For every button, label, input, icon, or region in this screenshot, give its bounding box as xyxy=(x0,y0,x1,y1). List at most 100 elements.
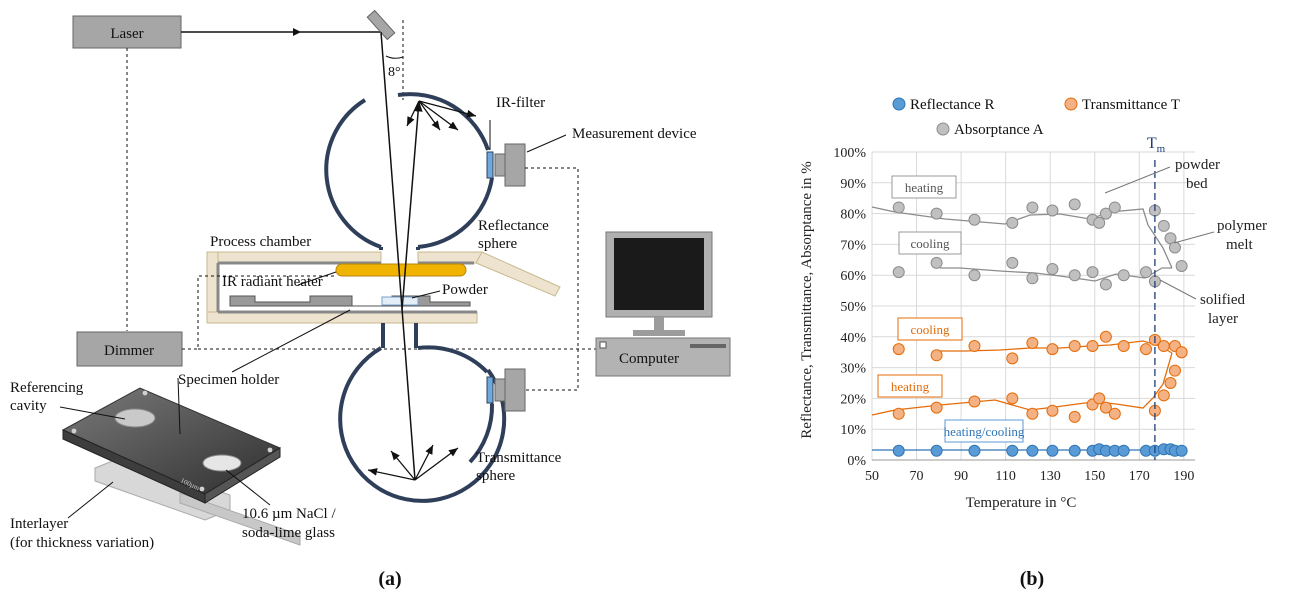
data-point-reflectance xyxy=(1117,444,1130,457)
data-point-transmittance xyxy=(1175,346,1188,359)
transmittance-label-2: sphere xyxy=(476,468,515,484)
heating-orange-label: heating xyxy=(891,379,930,394)
heating-gray-label: heating xyxy=(905,180,944,195)
y-axis-title: Reflectance, Transmittance, Absorptance … xyxy=(799,161,815,438)
interlayer-label-1: Interlayer xyxy=(10,516,68,532)
data-point-transmittance xyxy=(1157,340,1170,353)
cooling-gray-box xyxy=(898,231,962,255)
transmittance-label-1: Transmittance xyxy=(476,450,562,466)
data-point-transmittance xyxy=(1026,336,1039,349)
legend-label-absorptance: Absorptance A xyxy=(954,122,1044,138)
data-point-transmittance xyxy=(1068,410,1081,423)
powder-sample xyxy=(381,296,419,306)
data-point-transmittance xyxy=(1099,401,1112,414)
legend-label-reflectance: Reflectance R xyxy=(910,97,995,113)
data-point-transmittance xyxy=(1108,407,1121,420)
process-chamber xyxy=(206,251,561,324)
ir-heater-label: IR radiant heater xyxy=(222,274,323,290)
data-point-reflectance xyxy=(930,444,943,457)
y-tick-label: 100% xyxy=(833,146,866,161)
y-tick-label: 10% xyxy=(840,423,866,438)
data-point-reflectance xyxy=(1046,444,1059,457)
data-point-absorptance xyxy=(1168,241,1181,254)
data-point-transmittance xyxy=(1006,392,1019,405)
data-point-absorptance xyxy=(930,256,943,269)
solified-label-2: layer xyxy=(1208,311,1238,327)
data-point-transmittance xyxy=(930,349,943,362)
ir-filter-label: IR-filter xyxy=(496,95,545,111)
powder-bed-label-2: bed xyxy=(1186,176,1208,192)
y-tick-label: 90% xyxy=(840,177,866,192)
measurement-device-label: Measurement device xyxy=(572,126,697,142)
data-point-transmittance xyxy=(1164,377,1177,389)
data-point-absorptance xyxy=(892,266,905,279)
tm-label: Tm xyxy=(1147,135,1166,155)
data-point-absorptance xyxy=(930,207,943,220)
measurement-device-upper xyxy=(494,153,506,177)
y-tick-label: 0% xyxy=(847,454,866,469)
heating-orange-box xyxy=(877,374,943,398)
process-chamber-label: Process chamber xyxy=(210,234,311,250)
chart-legend: Reflectance R Transmittance T Absorptanc… xyxy=(892,97,1180,138)
legend-marker-reflectance xyxy=(892,97,906,111)
panel-b-caption: (b) xyxy=(1020,568,1044,590)
powder-bed-label-1: powder xyxy=(1175,157,1220,173)
chart-data-points xyxy=(892,198,1188,457)
y-tick-label: 70% xyxy=(840,238,866,253)
specimen-holder-plate xyxy=(229,295,471,307)
data-point-reflectance xyxy=(1006,444,1019,457)
reflectance-sphere xyxy=(324,92,494,249)
data-point-transmittance xyxy=(930,401,943,414)
data-point-absorptance xyxy=(892,201,905,214)
heating-gray-box xyxy=(891,175,957,199)
lower-rays xyxy=(367,444,459,481)
data-point-absorptance xyxy=(1099,207,1112,220)
legend-label-transmittance: Transmittance T xyxy=(1082,97,1180,113)
data-point-transmittance xyxy=(1139,343,1152,356)
x-tick-label: 110 xyxy=(995,469,1015,484)
interlayer-label-2: (for thickness variation) xyxy=(10,535,154,551)
data-point-absorptance xyxy=(968,269,981,282)
y-tick-label: 40% xyxy=(840,331,866,346)
data-point-absorptance xyxy=(1068,198,1081,211)
data-point-absorptance xyxy=(1086,266,1099,279)
dimmer-heater-dashed xyxy=(182,275,336,350)
data-point-reflectance xyxy=(968,444,981,457)
referencing-label-1: Referencing xyxy=(10,380,84,396)
x-tick-label: 190 xyxy=(1173,469,1194,484)
data-point-reflectance xyxy=(1175,444,1188,457)
data-point-absorptance xyxy=(968,213,981,226)
data-point-transmittance xyxy=(968,340,981,353)
reflectance-label-2: sphere xyxy=(478,236,517,252)
heating-cooling-blue-box xyxy=(944,419,1024,443)
computer-icon xyxy=(595,231,731,377)
legend-marker-transmittance xyxy=(1064,97,1078,111)
angle-arc xyxy=(385,55,404,59)
data-point-absorptance xyxy=(1026,272,1039,285)
laser-beam-arrow-head xyxy=(293,28,301,36)
x-tick-label: 130 xyxy=(1040,469,1061,484)
panel-a-diagram: Laser 8° IR-filter Measurement device Re… xyxy=(10,9,731,590)
polymer-melt-label-1: polymer xyxy=(1217,218,1267,234)
data-point-transmittance xyxy=(1086,340,1099,353)
y-tick-label: 80% xyxy=(840,208,866,223)
cooling-orange-box xyxy=(897,317,963,341)
data-point-reflectance xyxy=(892,444,905,457)
data-point-absorptance xyxy=(1026,201,1039,214)
mirror xyxy=(366,9,396,41)
data-point-transmittance xyxy=(1099,330,1112,343)
x-tick-label: 150 xyxy=(1084,469,1105,484)
y-tick-label: 30% xyxy=(840,362,866,377)
x-tick-label: 90 xyxy=(954,469,968,484)
data-point-absorptance xyxy=(1139,266,1152,279)
x-axis-title: Temperature in °C xyxy=(966,495,1077,511)
data-point-absorptance xyxy=(1175,259,1188,272)
computer-label: Computer xyxy=(619,351,679,367)
data-point-absorptance xyxy=(1046,263,1059,276)
data-point-absorptance xyxy=(1006,256,1019,269)
specimen-holder-3d: 100µm xyxy=(61,387,301,546)
data-point-reflectance xyxy=(1068,444,1081,457)
polymer-melt-label-2: melt xyxy=(1226,237,1253,253)
data-point-transmittance xyxy=(892,407,905,420)
data-point-absorptance xyxy=(1006,216,1019,229)
